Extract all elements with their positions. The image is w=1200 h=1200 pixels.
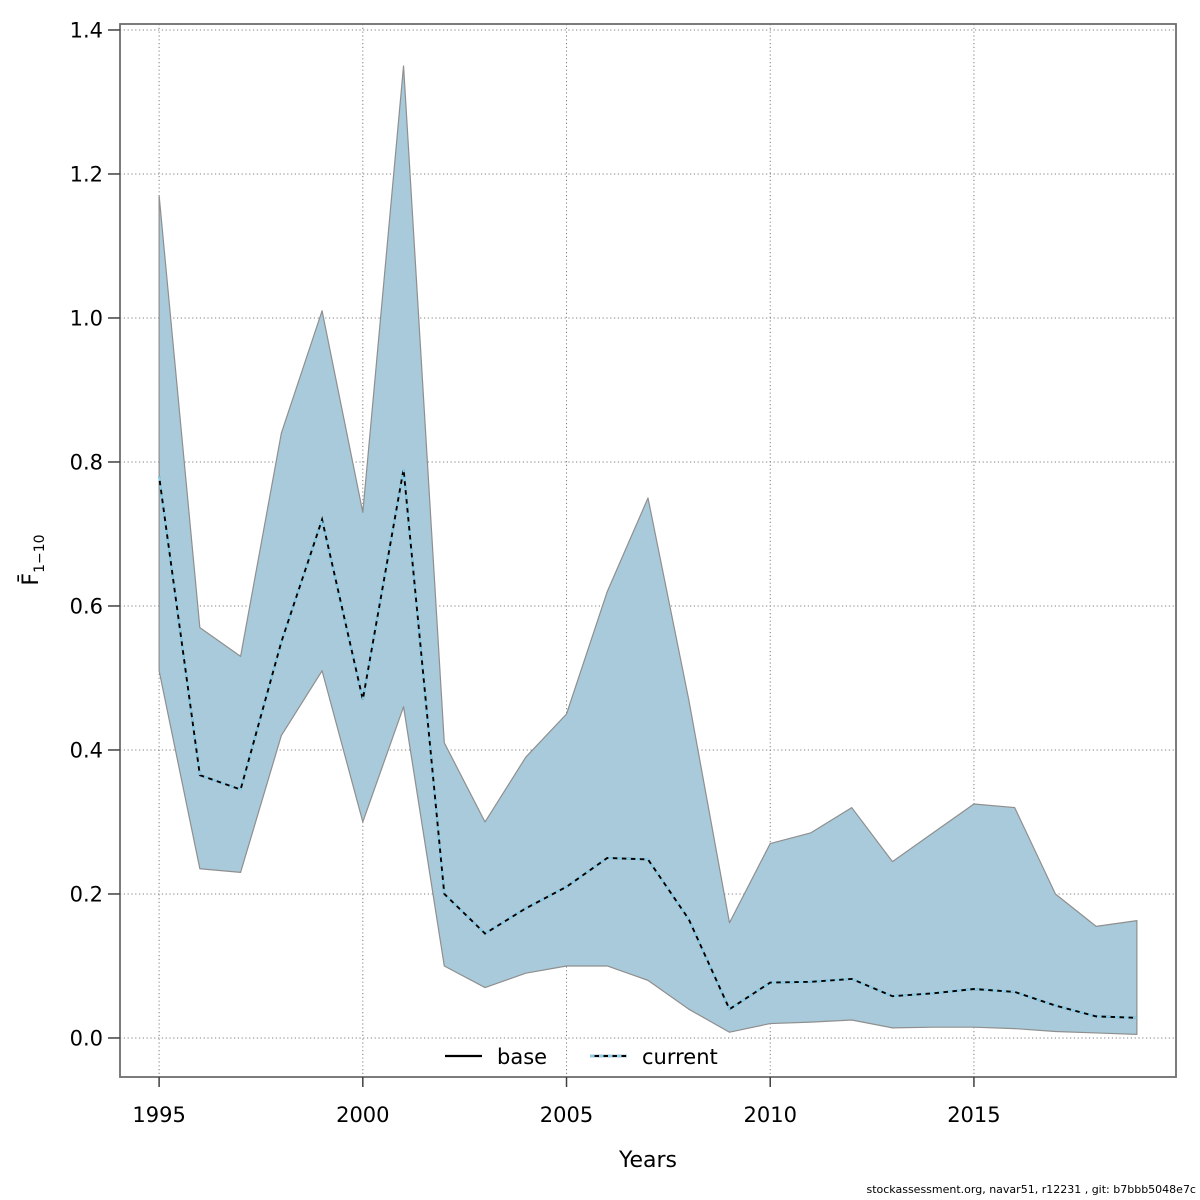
plot-frame: [119, 23, 1177, 1078]
footer-attribution: stockassessment.org, navar51, r12231 , g…: [866, 1183, 1196, 1196]
legend-current-label: current: [642, 1045, 718, 1069]
x-tick-label: 1995: [132, 1103, 185, 1127]
x-tick-label: 2010: [743, 1103, 796, 1127]
y-tick-label: 0.4: [70, 738, 103, 762]
x-tick-label: 2015: [947, 1103, 1000, 1127]
y-tick-label: 0.0: [70, 1026, 103, 1050]
y-tick-label: 0.6: [70, 594, 103, 618]
x-axis-title: Years: [618, 1148, 677, 1173]
confidence-ribbon: [158, 65, 1138, 1035]
y-tick-label: 0.2: [70, 882, 103, 906]
legend: base current: [445, 1045, 718, 1069]
y-tick-label: 1.2: [70, 162, 103, 186]
current-line: [158, 468, 1137, 1019]
x-tick-label: 2000: [336, 1103, 389, 1127]
y-axis-title-main: F̄: [18, 573, 44, 586]
y-tick-label: 0.8: [70, 450, 103, 474]
chart-layers: 1995 2000 2005 2010 2015 0.0 0.2 0.4 0.6 0.8 1.0 1.…: [70, 18, 1177, 1127]
y-axis-title: F̄1−10: [18, 534, 48, 585]
legend-base-label: base: [497, 1045, 547, 1069]
y-tick-label: 1.4: [70, 18, 103, 42]
y-axis-title-subscript: 1−10: [32, 534, 48, 572]
y-tick-label: 1.0: [70, 306, 103, 330]
x-tick-label: 2005: [540, 1103, 593, 1127]
